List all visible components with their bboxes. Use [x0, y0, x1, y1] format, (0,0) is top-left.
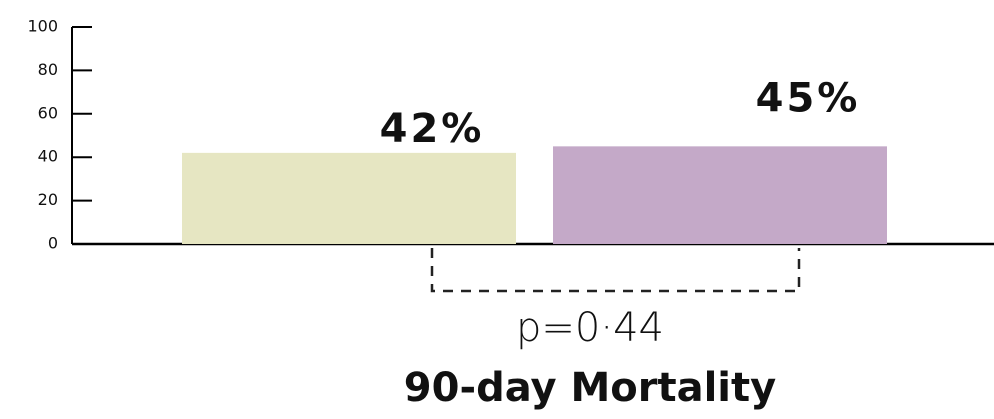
- y-tick-label: 60: [38, 103, 58, 122]
- p-value: p=0·44: [516, 305, 664, 351]
- bar: [182, 152, 516, 244]
- value-label: 45%: [756, 75, 861, 121]
- value-label: 42%: [380, 106, 485, 152]
- y-tick-label: 80: [38, 60, 58, 79]
- significance-bracket: [430, 248, 801, 293]
- y-tick-label: 100: [27, 17, 58, 36]
- chart-title: 90-day Mortality: [404, 365, 776, 411]
- y-tick-label: 40: [38, 147, 58, 166]
- y-tick-label: 0: [48, 234, 58, 253]
- bar: [553, 146, 887, 244]
- y-tick-label: 20: [38, 190, 58, 209]
